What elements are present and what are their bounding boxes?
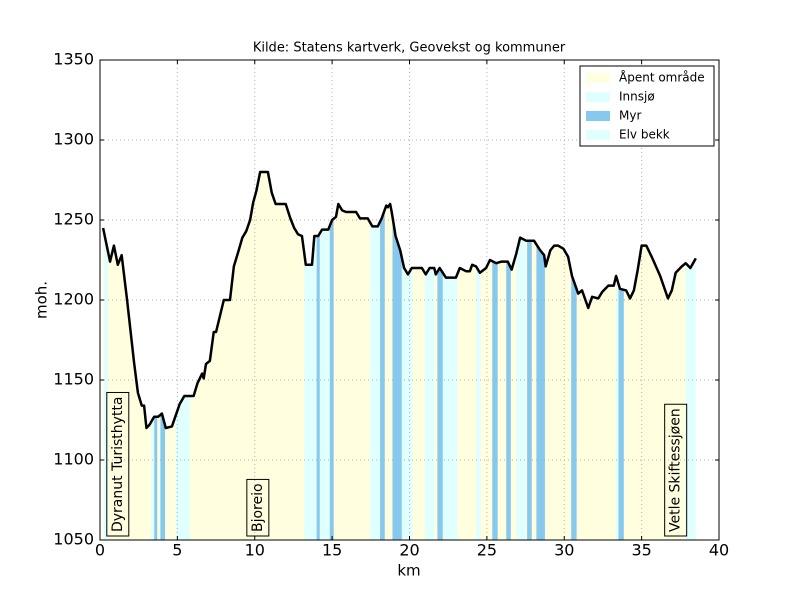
annotation: Vetle Skiftessjøen — [668, 408, 684, 532]
annotation-box — [106, 391, 130, 537]
y-tick-label: 1300 — [53, 130, 94, 149]
land-cover-span — [527, 172, 532, 540]
land-cover-span — [618, 172, 624, 540]
legend-swatch — [586, 130, 610, 140]
x-tick-label: 35 — [631, 541, 651, 560]
land-cover-span — [437, 172, 443, 540]
annotation: Bjoreio — [250, 483, 266, 532]
land-cover-span — [685, 172, 696, 540]
land-cover-span — [571, 172, 577, 540]
legend-swatch — [586, 111, 610, 121]
x-tick-label: 25 — [477, 541, 497, 560]
legend-label: Myr — [619, 109, 641, 123]
y-tick-label: 1250 — [53, 210, 94, 229]
land-cover-span — [424, 172, 435, 540]
profile-line — [101, 170, 697, 430]
x-tick-label: 10 — [245, 541, 265, 560]
land-cover-span — [476, 172, 481, 540]
land-cover-span — [536, 172, 545, 540]
x-tick-label: 40 — [709, 541, 729, 560]
land-cover-span — [616, 172, 619, 540]
land-cover-span — [380, 172, 385, 540]
land-cover-span — [392, 172, 402, 540]
land-cover-span — [401, 172, 413, 540]
x-tick-label: 30 — [554, 541, 574, 560]
land-cover-span — [319, 172, 330, 540]
annotation-box — [664, 403, 688, 537]
land-cover-span — [370, 172, 381, 540]
legend-label: Elv bekk — [619, 128, 670, 142]
y-tick-label: 1350 — [53, 50, 94, 69]
y-axis-label: moh. — [33, 281, 51, 319]
land-cover-span — [516, 172, 526, 540]
legend-swatch — [586, 92, 610, 102]
x-tick-label: 20 — [399, 541, 419, 560]
y-tick-label: 1200 — [53, 290, 94, 309]
x-tick-label: 0 — [95, 541, 105, 560]
land-cover-span — [492, 172, 498, 540]
y-tick-label: 1050 — [53, 530, 94, 549]
x-tick-label: 5 — [172, 541, 182, 560]
legend-label: Åpent område — [619, 70, 705, 85]
y-tick-label: 1100 — [53, 450, 94, 469]
x-axis-label: km — [397, 562, 420, 580]
land-cover-span — [103, 172, 108, 540]
legend-swatch — [586, 73, 610, 83]
land-cover-span — [316, 172, 320, 540]
land-cover-span — [506, 172, 511, 540]
annotation-box — [246, 478, 270, 537]
legend-label: Innsjø — [619, 90, 655, 104]
chart-title: Kilde: Statens kartverk, Geovekst og kom… — [253, 41, 566, 56]
y-tick-label: 1150 — [53, 370, 94, 389]
annotation: Dyranut Turisthytta — [110, 396, 126, 532]
x-tick-label: 15 — [322, 541, 342, 560]
